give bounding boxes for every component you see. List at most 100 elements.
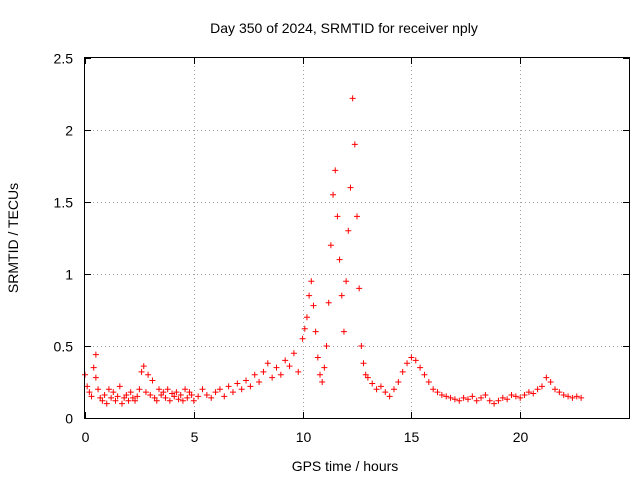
x-tick-label: 15	[404, 429, 420, 445]
data-point	[203, 391, 210, 398]
data-point	[491, 400, 498, 407]
data-point	[138, 368, 145, 375]
data-point	[412, 357, 419, 364]
data-point	[108, 394, 115, 401]
data-point	[390, 386, 397, 393]
data-point	[166, 397, 173, 404]
data-point	[345, 227, 352, 234]
data-point	[456, 397, 463, 404]
data-point	[373, 386, 380, 393]
data-point	[525, 389, 532, 396]
data-point	[386, 393, 393, 400]
data-point	[499, 394, 506, 401]
data-point	[421, 371, 428, 378]
data-point	[312, 328, 319, 335]
data-point	[434, 389, 441, 396]
data-point	[340, 328, 347, 335]
data-point	[155, 386, 162, 393]
data-point	[84, 383, 91, 390]
y-tick-label: 2.5	[54, 51, 74, 67]
data-point	[116, 383, 123, 390]
series-srmtid	[82, 95, 585, 407]
data-point	[251, 371, 258, 378]
data-point	[395, 379, 402, 385]
data-point	[334, 213, 341, 220]
data-point	[521, 391, 528, 398]
data-point	[86, 389, 93, 396]
x-tick-label: 10	[296, 429, 312, 445]
data-point	[447, 394, 454, 401]
data-point	[225, 383, 232, 390]
data-point	[301, 325, 308, 332]
data-point	[256, 379, 263, 385]
data-point	[512, 393, 519, 400]
data-point	[112, 397, 119, 404]
data-point	[177, 391, 184, 398]
data-point	[99, 397, 106, 404]
data-point	[552, 386, 559, 393]
x-tick-label: 0	[82, 429, 90, 445]
data-point	[319, 379, 326, 385]
data-point	[303, 314, 310, 321]
data-point	[234, 380, 241, 387]
x-axis-title: GPS time / hours	[292, 458, 399, 474]
data-point	[282, 357, 289, 364]
data-point	[101, 391, 108, 398]
data-point	[364, 374, 371, 381]
data-point	[443, 393, 450, 400]
data-point	[179, 397, 186, 404]
data-point	[118, 400, 125, 407]
data-point	[330, 191, 337, 198]
data-point	[243, 377, 250, 384]
data-point	[92, 351, 99, 358]
data-point	[538, 383, 545, 390]
y-tick-label: 0	[65, 411, 73, 427]
data-point	[377, 383, 384, 390]
data-point	[473, 397, 480, 404]
data-point	[343, 278, 350, 285]
data-point	[306, 292, 313, 299]
data-point	[149, 377, 156, 384]
data-point	[369, 380, 376, 387]
x-tick-label: 20	[513, 429, 529, 445]
data-point	[95, 386, 102, 393]
data-point	[360, 360, 367, 367]
data-point	[140, 363, 147, 370]
data-point	[188, 391, 195, 398]
data-point	[277, 371, 284, 378]
data-point	[399, 368, 406, 375]
data-point	[417, 364, 424, 371]
tick-layer: 0 0.5 1 1.5 2 2.5 0 5 10 15 20	[54, 51, 629, 445]
data-point	[464, 396, 471, 403]
data-point	[332, 167, 339, 174]
data-point	[351, 141, 358, 148]
data-point	[404, 360, 411, 367]
data-point	[358, 343, 365, 349]
data-point	[478, 394, 485, 401]
data-point	[221, 393, 228, 400]
data-point	[164, 386, 171, 393]
x-tick-label: 5	[191, 429, 199, 445]
data-point	[229, 389, 236, 396]
data-point	[336, 256, 343, 263]
data-point	[105, 386, 112, 393]
data-point	[323, 343, 330, 349]
data-point	[92, 374, 99, 381]
data-point	[325, 299, 332, 306]
data-point	[269, 374, 276, 381]
data-point	[182, 386, 189, 393]
data-point	[310, 302, 317, 309]
y-tick-label: 1	[65, 267, 73, 283]
data-point	[162, 394, 169, 401]
data-point	[508, 391, 515, 398]
data-point	[127, 389, 134, 396]
data-point	[530, 390, 537, 397]
data-point	[190, 397, 197, 404]
data-point	[125, 397, 132, 404]
data-point	[136, 386, 143, 393]
data-point	[469, 393, 476, 400]
data-point	[573, 393, 580, 400]
data-point	[247, 383, 254, 390]
data-point	[199, 386, 206, 393]
